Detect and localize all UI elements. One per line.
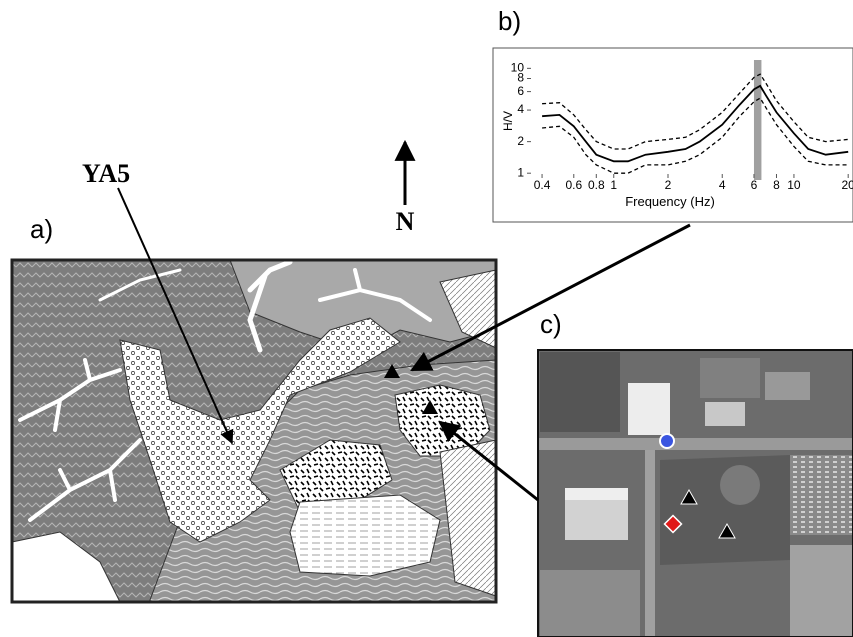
x-tick-label: 1 — [610, 178, 617, 192]
site-marker — [384, 364, 400, 378]
north-label: N — [396, 207, 415, 236]
y-tick-label: 10 — [511, 61, 525, 75]
blue-marker — [659, 433, 675, 449]
x-tick-label: 8 — [773, 178, 780, 192]
x-tick-label: 10 — [787, 178, 801, 192]
x-tick-label: 6 — [751, 178, 758, 192]
geology-map — [10, 258, 498, 604]
x-tick-label: 0.8 — [588, 178, 605, 192]
y-axis-label: H/V — [501, 111, 515, 131]
site-marker — [680, 488, 698, 505]
y-tick-label: 2 — [517, 134, 524, 148]
panel-label: c) — [540, 309, 562, 339]
x-tick-label: 0.4 — [534, 178, 551, 192]
red-marker — [663, 514, 683, 534]
plot-area — [542, 60, 849, 180]
x-tick-label: 4 — [719, 178, 726, 192]
plot-frame — [492, 47, 853, 223]
y-tick-label: 1 — [517, 165, 524, 179]
arrow — [438, 420, 539, 502]
peak-band — [753, 60, 762, 180]
x-tick-label: 2 — [665, 178, 672, 192]
hv-curve — [542, 73, 849, 150]
satellite-image — [537, 349, 853, 637]
site-marker — [718, 522, 736, 539]
x-tick-label: 20 — [842, 178, 853, 192]
hv-curve — [542, 84, 849, 163]
panel-label: b) — [498, 6, 521, 36]
panel-label: a) — [30, 214, 53, 244]
site-label: YA5 — [82, 159, 130, 188]
y-tick-label: 6 — [517, 84, 524, 98]
site-marker — [422, 400, 438, 414]
x-tick-label: 0.6 — [565, 178, 582, 192]
arrow — [117, 187, 234, 445]
x-axis-label: Frequency (Hz) — [625, 194, 715, 209]
y-tick-label: 4 — [517, 102, 524, 116]
arrow — [410, 223, 691, 372]
y-tick-label: 8 — [517, 71, 524, 85]
